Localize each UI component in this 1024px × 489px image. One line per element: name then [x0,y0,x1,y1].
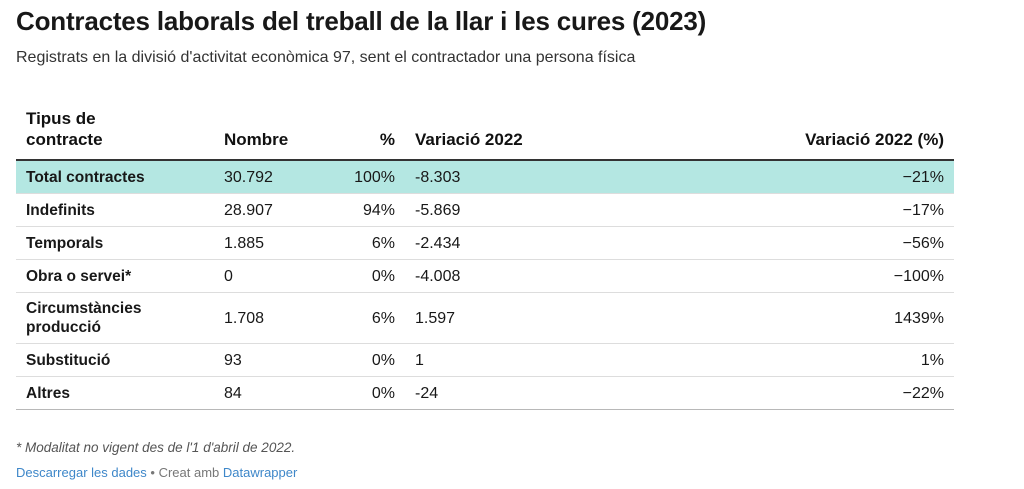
cell-nombre: 84 [214,376,332,410]
cell-pct: 6% [332,292,405,344]
cell-nombre: 28.907 [214,193,332,227]
cell-nombre: 93 [214,343,332,377]
footnote: * Modalitat no vigent des de l'1 d'abril… [16,440,296,455]
table-row: Total contractes 30.792 100% -8.303 −21% [16,160,954,194]
header-pct: % [332,104,405,161]
cell-tipus: Obra o servei* [16,259,214,293]
chart-title: Contractes laborals del treball de la ll… [16,6,707,36]
table-row: Circumstàncies producció 1.708 6% 1.597 1439… [16,292,954,344]
cell-tipus: Circumstàncies producció [16,292,214,344]
download-data-link[interactable]: Descarregar les dades [16,465,147,480]
data-table: Tipus de contracte Nombre% Variació 2022 Va… [16,104,954,410]
chart-subtitle: Registrats en la divisió d'activitat eco… [16,49,636,66]
cell-variacio-pct: −17% [565,193,954,227]
table-row: Indefinits 28.907 94% -5.869 −17% [16,193,954,227]
cell-pct: 100% [332,160,405,194]
cell-variacio: -2.434 [405,226,565,260]
footer: Descarregar les dades • Creat amb Datawr… [16,465,297,480]
cell-tipus: Substitució [16,343,214,377]
table-header: Tipus de contracte Nombre% Variació 2022 Va… [16,104,954,161]
cell-nombre: 1.885 [214,226,332,260]
cell-pct: 94% [332,193,405,227]
cell-pct: 0% [332,376,405,410]
table-row: Temporals 1.885 6% -2.434 −56% [16,226,954,260]
cell-tipus: Total contractes [16,160,214,194]
cell-variacio: 1.597 [405,292,565,344]
cell-variacio-pct: −21% [565,160,954,194]
cell-pct: 6% [332,226,405,260]
created-with-label: Creat amb [158,465,223,480]
datawrapper-link[interactable]: Datawrapper [222,465,298,480]
cell-variacio: -8.303 [405,160,565,194]
cell-nombre: 0 [214,259,332,293]
header-nombre: Nombre [214,104,332,161]
cell-variacio: -4.008 [405,259,565,293]
cell-tipus: Indefinits [16,193,214,227]
cell-pct: 0% [332,259,405,293]
cell-nombre: 30.792 [214,160,332,194]
header-variacio-pct: Variació 2022 (%) [565,104,954,161]
cell-tipus: Altres [16,376,214,410]
header-tipus: Tipus de contracte [16,104,214,161]
cell-variacio: -24 [405,376,565,410]
table-body: Total contractes 30.792 100% -8.303 −21% Inde… [16,160,954,410]
cell-nombre: 1.708 [214,292,332,344]
cell-variacio-pct: −100% [565,259,954,293]
header-row: Tipus de contracte Nombre% Variació 2022 Va… [16,104,954,161]
footer-separator: • [146,465,159,480]
table-row: Substitució 93 0% 1 1% [16,343,954,377]
cell-variacio-pct: 1% [565,343,954,377]
cell-variacio-pct: −22% [565,376,954,410]
cell-variacio-pct: −56% [565,226,954,260]
table-row: Altres 84 0% -24 −22% [16,376,954,410]
cell-variacio-pct: 1439% [565,292,954,344]
cell-variacio: 1 [405,343,565,377]
header-variacio: Variació 2022 [405,104,565,161]
cell-variacio: -5.869 [405,193,565,227]
cell-tipus: Temporals [16,226,214,260]
cell-pct: 0% [332,343,405,377]
table-row: Obra o servei* 0 0% -4.008 −100% [16,259,954,293]
